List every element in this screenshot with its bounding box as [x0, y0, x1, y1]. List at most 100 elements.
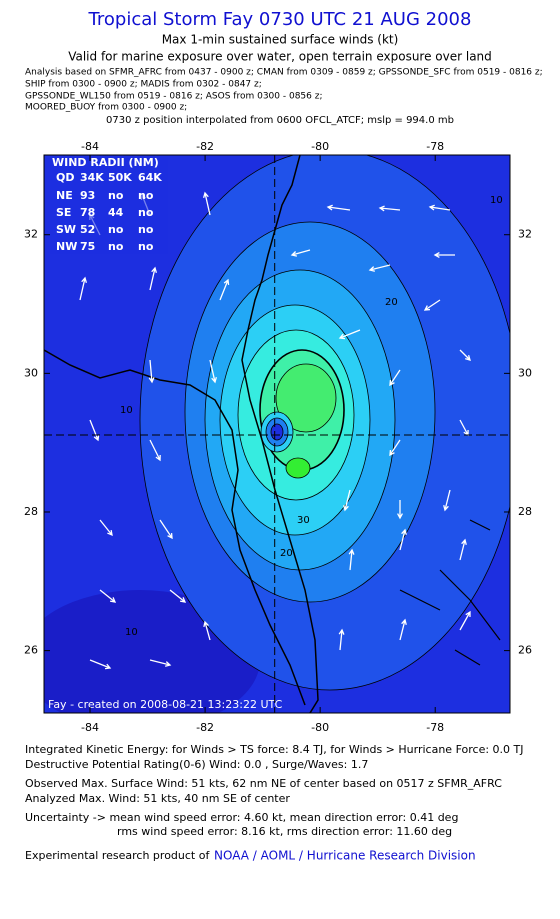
- observed: Observed Max. Surface Wind: 51 kts, 62 n…: [25, 777, 502, 790]
- wind-arrow: [423, 299, 441, 311]
- radii-cell: 52: [80, 223, 95, 236]
- bahamas: [399, 519, 501, 666]
- wind-arrow: [348, 548, 355, 571]
- map-field: [44, 155, 510, 713]
- analysis-line: Analysis based on SFMR_AFRC from 0437 - …: [25, 68, 543, 78]
- radii-column: 34K: [80, 171, 104, 184]
- contour-label: 20: [385, 297, 398, 308]
- contour-fill: [285, 457, 311, 479]
- x-tick-label: -80: [311, 721, 329, 734]
- contour-label: 10: [120, 405, 133, 416]
- west-coast: [44, 349, 306, 706]
- wind-arrow: [169, 589, 187, 603]
- wind-arrow: [99, 589, 117, 603]
- y-tick-label: 26: [518, 644, 532, 657]
- radii-cell: no: [108, 189, 124, 202]
- wind-arrow: [338, 628, 345, 651]
- y-tick-label: 30: [518, 366, 532, 379]
- subtitle: Max 1-min sustained surface winds (kt): [162, 33, 399, 47]
- wind-arrow: [79, 276, 87, 301]
- analysis-line: GPSSONDE_WL150 from 0519 - 0816 z; ASOS …: [25, 92, 323, 102]
- y-tick-label: 26: [24, 644, 38, 657]
- product-link[interactable]: NOAA / AOML / Hurricane Research Divisio…: [214, 849, 476, 863]
- contour-label: 30: [297, 515, 310, 526]
- radii-column: 50K: [108, 171, 132, 184]
- radii-cell: no: [138, 206, 154, 219]
- wind-arrow: [338, 329, 361, 340]
- y-tick-label: 28: [518, 505, 532, 518]
- validity: Valid for marine exposure over water, op…: [68, 50, 492, 64]
- wind-arrow: [368, 264, 391, 272]
- wind-arrow: [149, 266, 157, 291]
- contour-label: 10: [490, 195, 503, 206]
- wind-arrow: [399, 528, 407, 551]
- x-tick-label: -78: [426, 140, 444, 153]
- wind-arrow: [148, 359, 155, 384]
- position-note: 0730 z position interpolated from 0600 O…: [106, 115, 454, 126]
- contour-label: 20: [280, 548, 293, 559]
- x-tick-label: -82: [196, 721, 214, 734]
- product: Experimental research product of: [25, 849, 210, 862]
- y-tick-label: 28: [24, 505, 38, 518]
- x-tick-label: -84: [81, 721, 99, 734]
- wind-arrow: [290, 249, 311, 257]
- wind-arrow: [203, 191, 211, 216]
- radii-cell: 93: [80, 189, 95, 202]
- radii-cell: 78: [80, 206, 95, 219]
- radii-title: WIND RADII (NM): [52, 156, 159, 169]
- radii-table: QD 34K 50K 64K NE 93 no no SE 78 44 no SW 52 no no NW 75 n…: [56, 171, 162, 253]
- radii-cell: no: [108, 240, 124, 253]
- uncertainty: Uncertainty -> mean wind speed error: 4.…: [25, 811, 458, 824]
- contours: [139, 155, 510, 691]
- radii-cell: 75: [80, 240, 95, 253]
- wind-arrow: [459, 349, 471, 361]
- radii-cell: no: [138, 189, 154, 202]
- wind-arrow: [149, 439, 161, 462]
- wind-arrow: [203, 620, 211, 641]
- wind-arrow: [99, 519, 113, 537]
- y-tick-label: 30: [24, 366, 38, 379]
- wind-arrow: [389, 369, 401, 387]
- radii-cell: no: [108, 223, 124, 236]
- map-footer: Fay - created on 2008-08-21 13:23:22 UTC: [48, 698, 283, 711]
- x-tick-label: -80: [311, 140, 329, 153]
- analysis-line: MOORED_BUOY from 0300 - 0900 z;: [25, 103, 187, 113]
- title: Tropical Storm Fay 0730 UTC 21 AUG 2008: [88, 9, 472, 30]
- radii-cell: SW: [56, 223, 76, 236]
- wind-arrow: [459, 610, 471, 631]
- x-tick-label: -84: [81, 140, 99, 153]
- wind-arrow: [397, 500, 403, 520]
- wind-arrow: [399, 618, 407, 641]
- radii-cell: SE: [56, 206, 71, 219]
- radii-cell: no: [138, 223, 154, 236]
- y-tick-label: 32: [24, 228, 38, 241]
- ike: Integrated Kinetic Energy: for Winds > T…: [25, 743, 524, 756]
- radii-cell: NW: [56, 240, 77, 253]
- coastline: [44, 155, 501, 713]
- east-coast: [241, 155, 319, 713]
- wind-arrow: [459, 538, 467, 561]
- analysis-line: SHIP from 0300 - 0900 z; MADIS from 0302…: [25, 80, 262, 90]
- contour-label: 10: [125, 627, 138, 638]
- analyzed: Analyzed Max. Wind: 51 kts, 40 nm SE of …: [25, 792, 290, 805]
- x-tick-label: -78: [426, 721, 444, 734]
- y-tick-label: 32: [518, 228, 532, 241]
- wind-arrow: [89, 659, 112, 670]
- wind-arrow: [428, 204, 451, 211]
- map-frame: [43, 154, 511, 714]
- wind-arrow: [149, 659, 172, 667]
- radii-box: [50, 157, 168, 254]
- wind-arrow: [443, 489, 451, 512]
- wind-arrow: [389, 439, 401, 457]
- uncertainty: rms wind speed error: 8.16 kt, rms direc…: [117, 825, 452, 838]
- radii-cell: NE: [56, 189, 73, 202]
- wind-arrow: [219, 278, 230, 301]
- radii-column: 64K: [138, 171, 162, 184]
- dpr: Destructive Potential Rating(0-6) Wind: …: [25, 758, 368, 771]
- wind-arrow: [159, 519, 173, 540]
- radii-cell: no: [138, 240, 154, 253]
- radii-cell: 44: [108, 206, 124, 219]
- wind-arrow: [89, 419, 100, 442]
